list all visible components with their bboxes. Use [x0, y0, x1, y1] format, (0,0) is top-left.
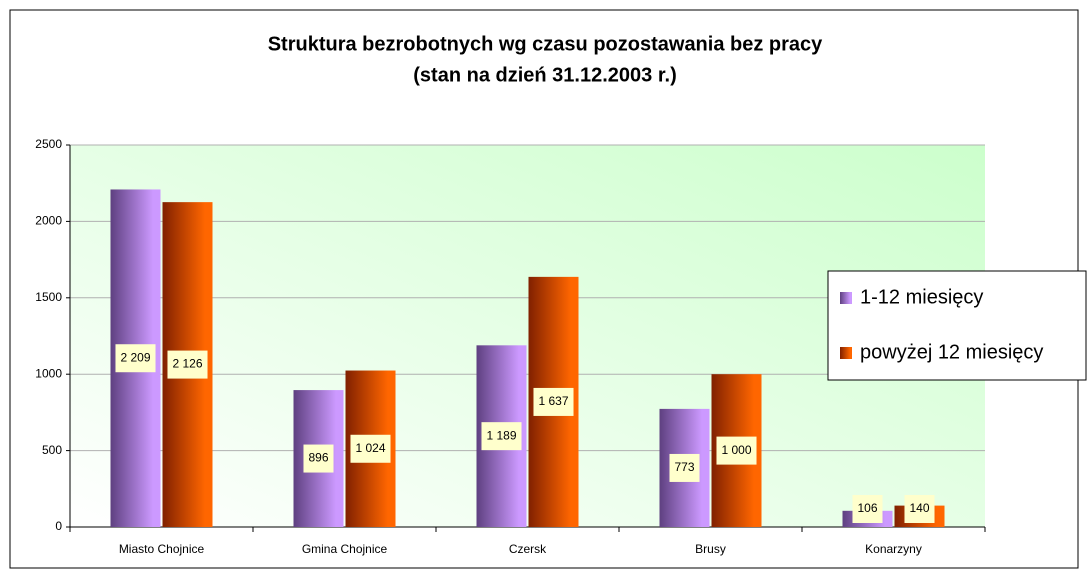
y-tick-label: 2500: [35, 137, 62, 151]
value-label: 106: [857, 501, 877, 515]
value-label-box: [350, 434, 391, 463]
value-label: 140: [909, 501, 929, 515]
value-label-box: [167, 350, 208, 379]
value-label: 1 024: [355, 441, 385, 455]
x-tick-label: Miasto Chojnice: [119, 542, 205, 556]
value-label-box: [669, 453, 700, 482]
legend-swatch: [840, 292, 852, 304]
legend-box: [827, 270, 1087, 381]
value-label-box: [481, 422, 522, 451]
chart-title: Struktura bezrobotnych wg czasu pozostaw…: [268, 33, 823, 55]
value-label: 773: [674, 460, 694, 474]
value-label-box: [904, 495, 935, 523]
value-label-box: [716, 436, 757, 465]
x-tick-label: Czersk: [509, 542, 547, 556]
value-label: 1 637: [538, 394, 568, 408]
value-label-box: [533, 387, 574, 416]
legend-label: 1-12 miesięcy: [860, 286, 983, 308]
x-tick-label: Konarzyny: [865, 542, 922, 556]
y-tick-label: 1000: [35, 366, 62, 380]
y-tick-label: 500: [42, 443, 62, 457]
value-label: 896: [308, 451, 328, 465]
chart-subtitle: (stan na dzień 31.12.2003 r.): [413, 64, 676, 86]
x-tick-label: Brusy: [695, 542, 726, 556]
value-label-box: [303, 444, 334, 473]
value-label: 1 000: [721, 443, 751, 457]
x-tick-label: Gmina Chojnice: [302, 542, 388, 556]
value-label: 1 189: [486, 428, 516, 442]
value-label: 2 209: [120, 350, 150, 364]
legend-label: powyżej 12 miesięcy: [860, 341, 1043, 363]
y-tick-label: 2000: [35, 214, 62, 228]
y-tick-label: 1500: [35, 290, 62, 304]
value-label-box: [115, 344, 156, 373]
value-label-box: [852, 495, 883, 523]
legend-swatch: [840, 347, 852, 359]
value-label: 2 126: [172, 357, 202, 371]
y-tick-label: 0: [55, 519, 62, 533]
